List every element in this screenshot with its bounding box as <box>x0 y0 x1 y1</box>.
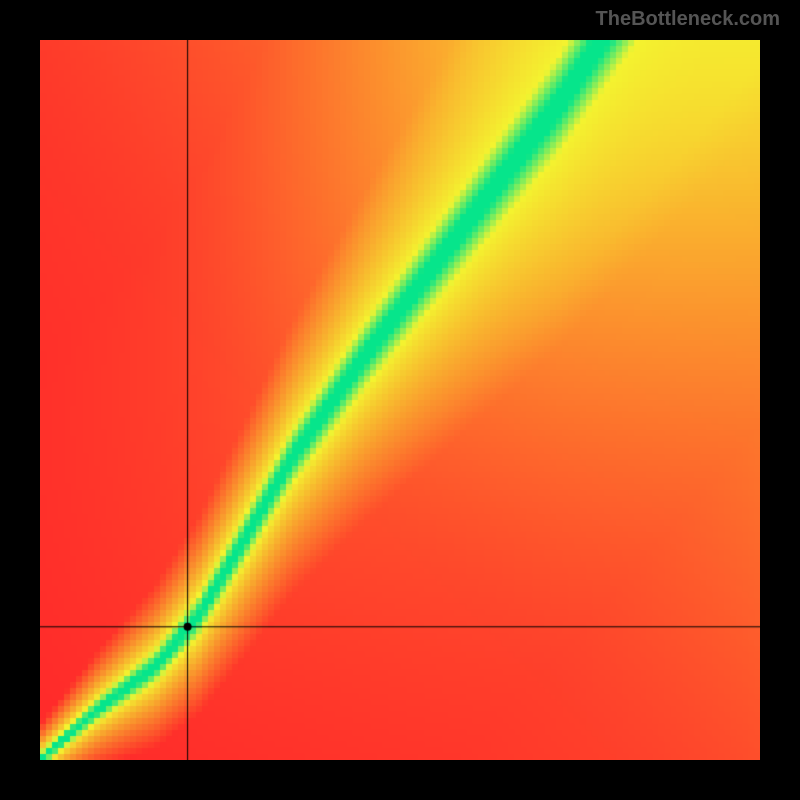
bottleneck-heatmap <box>40 40 760 760</box>
heatmap-canvas <box>40 40 760 760</box>
watermark: TheBottleneck.com <box>596 8 780 31</box>
